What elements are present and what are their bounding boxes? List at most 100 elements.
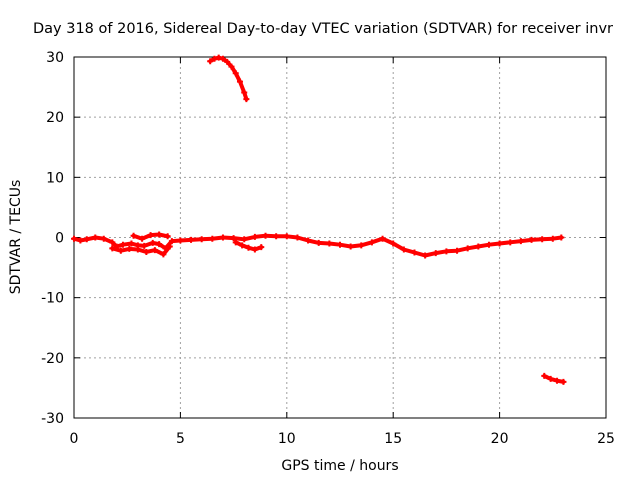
data-point bbox=[232, 70, 239, 77]
data-point bbox=[219, 55, 226, 62]
data-point bbox=[337, 241, 343, 248]
y-tick-label: 10 bbox=[46, 170, 64, 186]
data-point bbox=[475, 243, 482, 250]
data-point bbox=[258, 244, 265, 251]
data-point bbox=[245, 244, 252, 251]
data-point bbox=[541, 372, 548, 379]
data-point bbox=[119, 241, 126, 248]
data-point bbox=[219, 234, 226, 241]
data-point bbox=[71, 235, 77, 242]
data-point bbox=[326, 240, 333, 247]
data-point bbox=[109, 239, 116, 246]
series-line bbox=[208, 55, 249, 102]
data-point bbox=[236, 78, 243, 85]
data-point bbox=[77, 237, 84, 244]
y-tick-label: -10 bbox=[41, 291, 64, 307]
data-point bbox=[443, 248, 450, 255]
data-point bbox=[379, 235, 386, 242]
plot-area bbox=[71, 54, 567, 385]
data-point bbox=[143, 248, 150, 255]
chart-title: Day 318 of 2016, Sidereal Day-to-day VTE… bbox=[33, 21, 613, 37]
data-point bbox=[411, 249, 418, 256]
data-point bbox=[368, 239, 375, 246]
data-point bbox=[464, 245, 471, 252]
data-point bbox=[168, 238, 175, 245]
data-point bbox=[164, 233, 171, 240]
data-point bbox=[156, 241, 163, 248]
data-point bbox=[315, 239, 322, 246]
data-point bbox=[83, 236, 90, 243]
data-point bbox=[454, 247, 461, 254]
data-point bbox=[230, 235, 237, 242]
data-point bbox=[251, 233, 258, 240]
y-tick-label: 0 bbox=[55, 231, 64, 247]
data-point bbox=[149, 239, 156, 246]
x-tick-label: 20 bbox=[491, 431, 509, 447]
data-point bbox=[294, 234, 301, 241]
data-point bbox=[207, 58, 214, 65]
series-high-arc bbox=[207, 54, 250, 103]
x-tick-label: 25 bbox=[597, 431, 615, 447]
data-point bbox=[147, 232, 154, 239]
data-point bbox=[422, 252, 429, 259]
data-point bbox=[128, 240, 135, 247]
data-point bbox=[560, 378, 567, 385]
data-point bbox=[188, 236, 195, 243]
data-point bbox=[554, 377, 561, 384]
series-lower-branch bbox=[109, 243, 173, 258]
data-point bbox=[166, 243, 173, 250]
data-point bbox=[283, 233, 290, 240]
data-point bbox=[262, 232, 269, 239]
y-tick-label: -30 bbox=[41, 411, 64, 427]
x-tick-label: 0 bbox=[70, 431, 79, 447]
data-point bbox=[151, 247, 158, 254]
y-axis-label: SDTVAR / TECUs bbox=[8, 180, 24, 295]
y-tick-label: -20 bbox=[41, 351, 64, 367]
data-point bbox=[241, 89, 248, 96]
x-axis-label: GPS time / hours bbox=[281, 458, 398, 474]
data-point bbox=[100, 235, 107, 242]
data-point bbox=[126, 245, 133, 252]
series-low-segment bbox=[541, 372, 567, 385]
data-point bbox=[109, 245, 116, 252]
data-point bbox=[215, 54, 222, 61]
series-line bbox=[72, 233, 564, 258]
data-point bbox=[432, 250, 439, 257]
data-point bbox=[117, 247, 124, 254]
y-tick-label: 20 bbox=[46, 110, 64, 126]
data-point bbox=[305, 237, 312, 244]
data-point bbox=[92, 234, 99, 241]
series-line bbox=[542, 373, 566, 384]
data-point bbox=[507, 239, 514, 246]
data-point bbox=[198, 236, 205, 243]
data-point bbox=[239, 242, 246, 249]
data-point bbox=[528, 236, 535, 243]
data-point bbox=[228, 63, 235, 70]
data-point bbox=[232, 239, 239, 246]
data-point bbox=[241, 236, 248, 243]
y-tick-label: 30 bbox=[46, 50, 64, 66]
data-point bbox=[390, 240, 397, 247]
data-point bbox=[485, 241, 492, 248]
data-point bbox=[517, 238, 524, 245]
x-tick-label: 10 bbox=[278, 431, 296, 447]
data-point bbox=[400, 246, 407, 253]
data-point bbox=[134, 246, 141, 253]
data-point bbox=[496, 240, 503, 247]
data-point bbox=[558, 234, 565, 241]
data-point bbox=[224, 58, 231, 65]
series-main-band bbox=[71, 232, 565, 259]
data-point bbox=[141, 242, 148, 249]
series-upper-branch bbox=[130, 231, 171, 242]
data-point bbox=[177, 237, 184, 244]
x-tick-label: 5 bbox=[176, 431, 185, 447]
data-point bbox=[243, 96, 250, 103]
data-point bbox=[209, 235, 216, 242]
data-point bbox=[130, 232, 137, 239]
data-point bbox=[547, 375, 554, 382]
data-point bbox=[539, 236, 546, 243]
data-point bbox=[211, 55, 218, 62]
data-point bbox=[160, 251, 167, 258]
data-point bbox=[139, 235, 146, 242]
